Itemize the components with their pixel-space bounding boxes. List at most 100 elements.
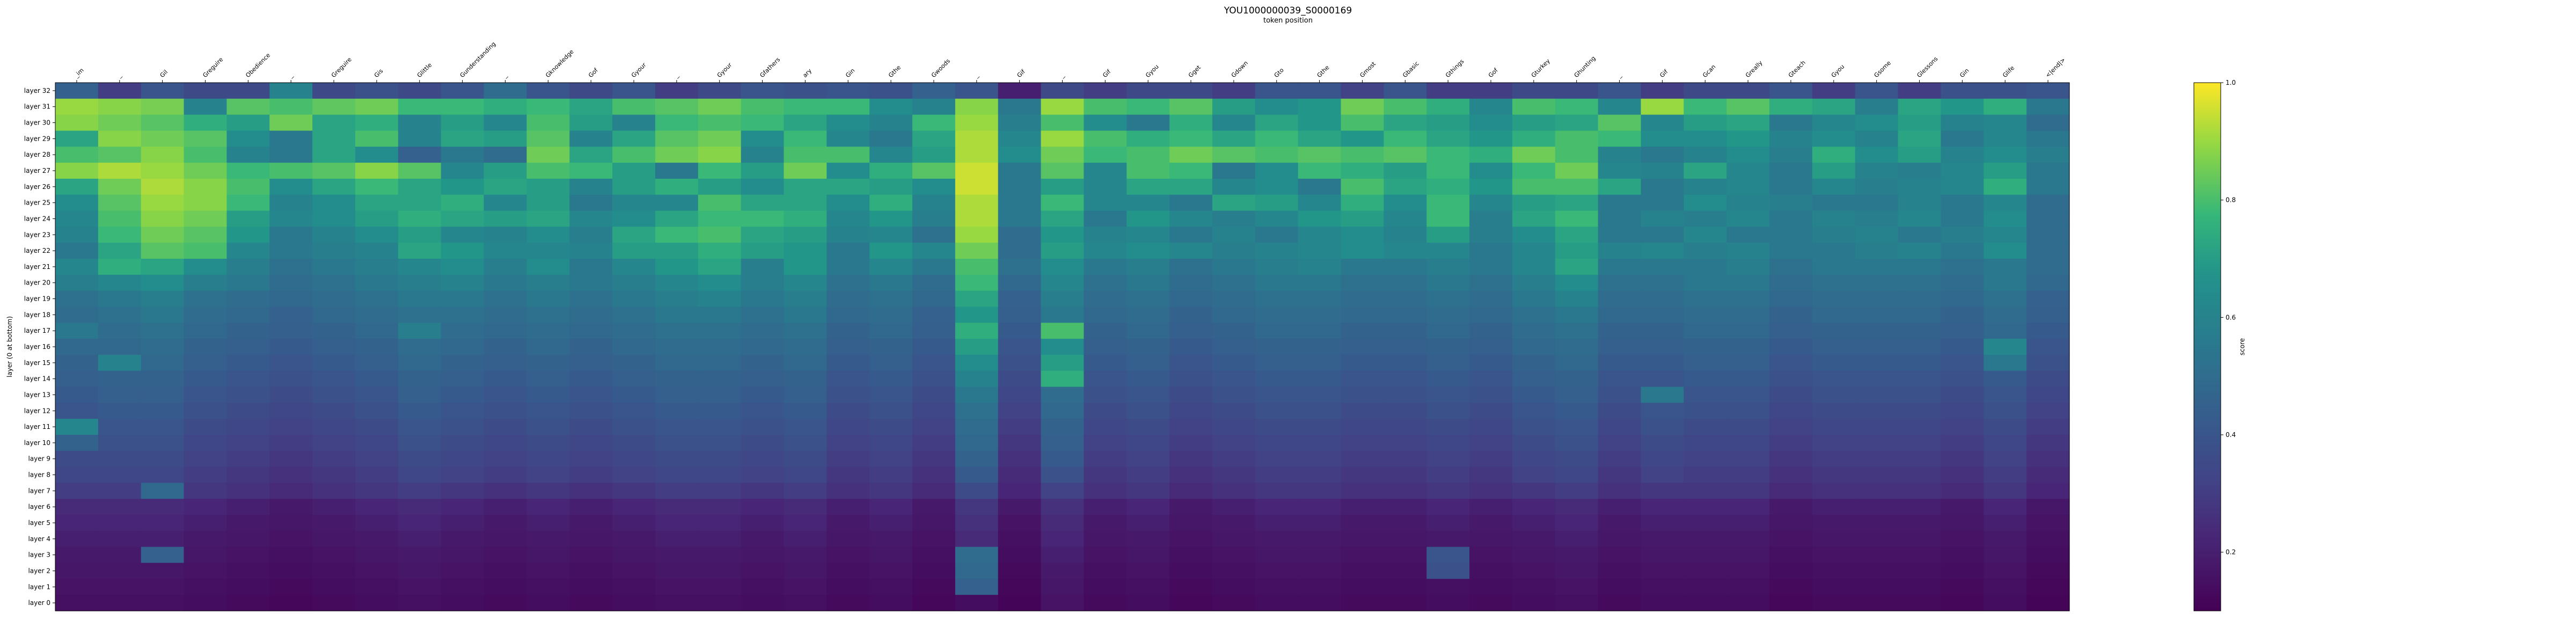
heatmap-cell <box>1255 259 1299 275</box>
heatmap-cell <box>1384 546 1427 564</box>
heatmap-cell <box>784 546 827 564</box>
heatmap-cell <box>869 579 913 595</box>
heatmap-cell <box>1426 227 1470 243</box>
heatmap-cell <box>184 595 227 611</box>
heatmap-cell <box>1512 323 1556 339</box>
heatmap-cell <box>1426 595 1470 611</box>
heatmap-cell <box>2026 579 2070 595</box>
heatmap-cell <box>55 386 99 403</box>
heatmap-cell <box>1169 419 1213 435</box>
heatmap-cell <box>998 227 1042 243</box>
heatmap-cell <box>1469 530 1513 548</box>
heatmap-cell <box>226 530 270 548</box>
heatmap-cell <box>1684 130 1727 147</box>
heatmap-cell <box>912 386 956 403</box>
x-tick-label: _ <box>972 72 980 79</box>
heatmap-cell <box>1684 83 1727 99</box>
heatmap-cell <box>1812 194 1856 211</box>
y-tick-label: layer 8 <box>28 471 50 479</box>
y-tick-label: layer 9 <box>28 455 50 463</box>
heatmap-cell <box>355 466 399 484</box>
heatmap-cell <box>784 563 827 579</box>
heatmap-cell <box>1169 178 1213 195</box>
heatmap-cell <box>226 259 270 275</box>
heatmap-cell <box>1084 274 1127 291</box>
heatmap-cell <box>1041 227 1085 243</box>
heatmap-cell <box>141 435 185 451</box>
heatmap-cell <box>569 546 613 564</box>
heatmap-cell <box>1598 130 1642 147</box>
heatmap-cell <box>1126 339 1170 355</box>
heatmap-cell <box>398 163 442 179</box>
heatmap-cell <box>1084 563 1127 579</box>
heatmap-cell <box>526 163 570 179</box>
heatmap-cell <box>184 243 227 259</box>
heatmap-cell <box>1255 546 1299 564</box>
heatmap-cell <box>1212 178 1256 195</box>
heatmap-cell <box>1341 419 1384 435</box>
heatmap-cell <box>398 483 442 499</box>
heatmap-cell <box>141 483 185 499</box>
heatmap-cell <box>1341 243 1384 259</box>
x-tick-label: Greally <box>1744 59 1764 79</box>
heatmap-cell <box>398 339 442 355</box>
y-tick-label: layer 11 <box>24 423 50 431</box>
heatmap-cell <box>1469 563 1513 579</box>
heatmap-cell <box>1126 386 1170 403</box>
heatmap-cell <box>226 354 270 371</box>
heatmap-cell <box>1169 163 1213 179</box>
heatmap-cell <box>55 130 99 147</box>
heatmap-cell <box>484 435 527 451</box>
y-tick-label: layer 29 <box>24 135 50 142</box>
heatmap-cell <box>484 370 527 388</box>
heatmap-cell <box>1726 339 1770 355</box>
heatmap-cell <box>1641 163 1684 179</box>
heatmap-cell <box>1769 323 1813 339</box>
heatmap-cell <box>226 210 270 227</box>
heatmap-cell <box>1384 499 1427 515</box>
heatmap-cell <box>1084 98 1127 115</box>
heatmap-cell <box>826 466 870 484</box>
heatmap-cell <box>826 290 870 308</box>
heatmap-cell <box>612 579 656 595</box>
heatmap-cell <box>226 307 270 323</box>
heatmap-cell <box>98 354 142 371</box>
heatmap-cell <box>1212 130 1256 147</box>
heatmap-cell <box>1469 419 1513 435</box>
heatmap-cell <box>998 147 1042 163</box>
heatmap-cell <box>569 114 613 132</box>
heatmap-cell <box>526 354 570 371</box>
heatmap-cell <box>398 210 442 227</box>
heatmap-cell <box>1169 307 1213 323</box>
heatmap-cell <box>1984 114 2027 132</box>
heatmap-cell <box>569 595 613 611</box>
heatmap-cell <box>1726 83 1770 99</box>
heatmap-cell <box>998 419 1042 435</box>
heatmap-cell <box>1169 83 1213 99</box>
heatmap-cell <box>1898 386 1942 403</box>
heatmap-cell <box>1426 419 1470 435</box>
heatmap-cell <box>55 595 99 611</box>
heatmap-cell <box>484 98 527 115</box>
heatmap-cell <box>1855 546 1899 564</box>
heatmap-cell <box>1384 354 1427 371</box>
heatmap-cell <box>1984 499 2027 515</box>
heatmap-cell <box>1341 194 1384 211</box>
heatmap-cell <box>1341 83 1384 99</box>
heatmap-cell <box>1426 307 1470 323</box>
heatmap-cell <box>441 274 485 291</box>
heatmap-cell <box>784 274 827 291</box>
heatmap-cell <box>1469 290 1513 308</box>
y-tick-label: layer 6 <box>28 503 50 510</box>
heatmap-cell <box>955 386 999 403</box>
heatmap-cell <box>1126 466 1170 484</box>
heatmap-cell <box>1555 419 1599 435</box>
heatmap-cell <box>1512 354 1556 371</box>
heatmap-cell <box>1041 147 1085 163</box>
y-tick-label: layer 7 <box>28 487 50 494</box>
heatmap-cell <box>998 595 1042 611</box>
heatmap-cell <box>1512 483 1556 499</box>
heatmap-cell <box>55 483 99 499</box>
heatmap-cell <box>1598 450 1642 468</box>
heatmap-cell <box>355 130 399 147</box>
